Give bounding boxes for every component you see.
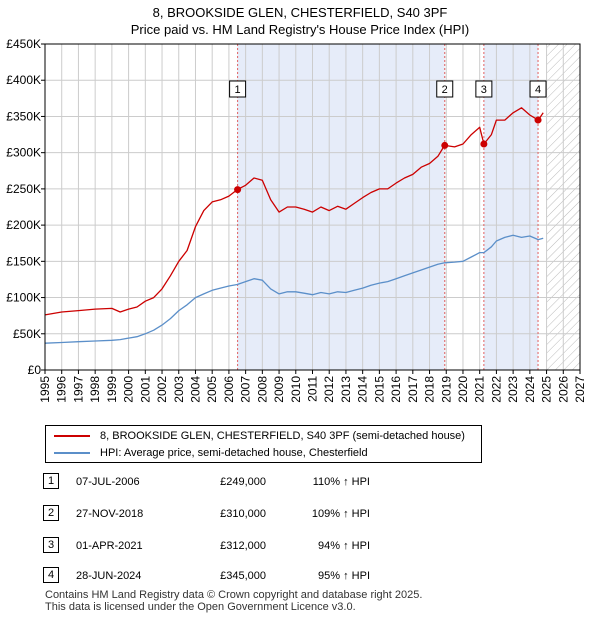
sale-row: 2 27-NOV-2018 £310,000 109% ↑ HPI <box>0 505 600 523</box>
x-tick-label: 2023 <box>506 376 520 403</box>
x-tick-label: 2013 <box>339 376 353 403</box>
sale-number-badge: 3 <box>43 537 59 553</box>
legend-label-hpi: HPI: Average price, semi-detached house,… <box>100 447 368 459</box>
x-tick-label: 2014 <box>356 376 370 403</box>
sale-marker-label: 1 <box>235 84 241 96</box>
sale-number-badge: 4 <box>43 567 59 583</box>
x-tick-label: 2000 <box>122 376 136 403</box>
x-tick-label: 2022 <box>489 376 503 403</box>
y-tick-label: £150K <box>6 254 41 268</box>
sale-price: £310,000 <box>220 508 266 520</box>
x-tick-label: 2021 <box>473 376 487 403</box>
sale-hpi-change: 95% ↑ HPI <box>318 570 370 582</box>
sale-row: 1 07-JUL-2006 £249,000 110% ↑ HPI <box>0 473 600 491</box>
footer-copyright: Contains HM Land Registry data © Crown c… <box>45 589 423 601</box>
sale-number-badge: 2 <box>43 505 59 521</box>
legend-swatch-hpi <box>54 452 90 454</box>
y-tick-label: £0 <box>28 363 42 377</box>
x-tick-label: 2025 <box>540 376 554 403</box>
sale-point <box>234 186 242 194</box>
sale-point <box>534 116 542 124</box>
y-tick-label: £50K <box>13 327 41 341</box>
x-tick-label: 2019 <box>439 376 453 403</box>
y-tick-label: £200K <box>6 218 41 232</box>
x-tick-label: 1999 <box>105 376 119 403</box>
y-tick-label: £300K <box>6 146 41 160</box>
sale-date: 01-APR-2021 <box>76 540 143 552</box>
footer-licence: This data is licensed under the Open Gov… <box>45 601 356 613</box>
sale-price: £345,000 <box>220 570 266 582</box>
sale-hpi-change: 110% ↑ HPI <box>312 476 370 488</box>
x-tick-label: 2008 <box>255 376 269 403</box>
x-tick-label: 1998 <box>88 376 102 403</box>
sale-price: £249,000 <box>220 476 266 488</box>
x-tick-label: 2001 <box>138 376 152 403</box>
sale-marker-box <box>229 80 247 98</box>
hpi-line <box>44 234 544 344</box>
sale-date: 27-NOV-2018 <box>76 508 144 520</box>
chart-subtitle: Price paid vs. HM Land Registry's House … <box>130 22 470 37</box>
x-tick-label: 2010 <box>289 376 303 403</box>
legend-swatch-property <box>54 435 90 437</box>
sale-date: 07-JUL-2006 <box>76 476 140 488</box>
sale-price: £312,000 <box>220 540 266 552</box>
sale-row: 4 28-JUN-2024 £345,000 95% ↑ HPI <box>0 567 600 585</box>
x-tick-label: 2002 <box>155 376 169 403</box>
y-tick-label: £400K <box>6 73 41 87</box>
legend-label-property: 8, BROOKSIDE GLEN, CHESTERFIELD, S40 3PF… <box>100 430 465 442</box>
price-chart: 1 2 3 4 £0 £50K £100K £150K £200K £250K £300K £350… <box>6 37 587 403</box>
x-tick-label: 2015 <box>372 376 386 403</box>
sale-hpi-change: 109% ↑ HPI <box>311 508 370 520</box>
y-tick-label: £250K <box>6 182 41 196</box>
x-tick-label: 2005 <box>205 376 219 403</box>
x-tick-label: 2020 <box>456 376 470 403</box>
y-tick-label: £450K <box>6 37 41 51</box>
property-price-line <box>44 107 544 316</box>
x-tick-label: 2017 <box>406 376 420 403</box>
x-tick-label: 2003 <box>172 376 186 403</box>
sale-marker-label: 2 <box>442 84 448 96</box>
x-tick-label: 2004 <box>188 376 202 403</box>
x-tick-label: 1997 <box>71 376 85 403</box>
sale-number-badge: 1 <box>43 473 59 489</box>
y-tick-label: £350K <box>6 109 41 123</box>
legend: 8, BROOKSIDE GLEN, CHESTERFIELD, S40 3PF… <box>45 425 482 463</box>
y-tick-label: £100K <box>6 291 41 305</box>
x-tick-label: 2007 <box>239 376 253 403</box>
x-tick-label: 2016 <box>389 376 403 403</box>
x-tick-label: 2011 <box>306 376 320 402</box>
x-tick-label: 1995 <box>38 376 52 403</box>
sale-row: 3 01-APR-2021 £312,000 94% ↑ HPI <box>0 537 600 555</box>
sale-marker-label: 3 <box>481 84 487 96</box>
x-tick-label: 1996 <box>55 376 69 403</box>
sale-point <box>441 141 449 149</box>
x-tick-label: 2012 <box>322 376 336 403</box>
footer: Contains HM Land Registry data © Crown c… <box>45 589 422 613</box>
x-tick-label: 2027 <box>573 376 587 403</box>
sale-date: 28-JUN-2024 <box>76 570 142 582</box>
sale-marker-box <box>529 80 547 98</box>
x-tick-label: 2009 <box>272 376 286 403</box>
x-tick-label: 2024 <box>523 376 537 403</box>
sale-marker-box <box>436 80 454 98</box>
x-tick-label: 2018 <box>423 376 437 403</box>
x-tick-label: 2006 <box>222 376 236 403</box>
sale-point <box>480 140 488 148</box>
sale-marker-label: 4 <box>535 84 541 96</box>
sale-marker-box <box>475 80 493 98</box>
chart-title-block: 8, BROOKSIDE GLEN, CHESTERFIELD, S40 3PF… <box>0 4 600 38</box>
sale-hpi-change: 94% ↑ HPI <box>318 540 370 552</box>
chart-title: 8, BROOKSIDE GLEN, CHESTERFIELD, S40 3PF <box>152 5 448 20</box>
ownership-period-shade <box>483 44 539 370</box>
x-tick-label: 2026 <box>556 376 570 403</box>
